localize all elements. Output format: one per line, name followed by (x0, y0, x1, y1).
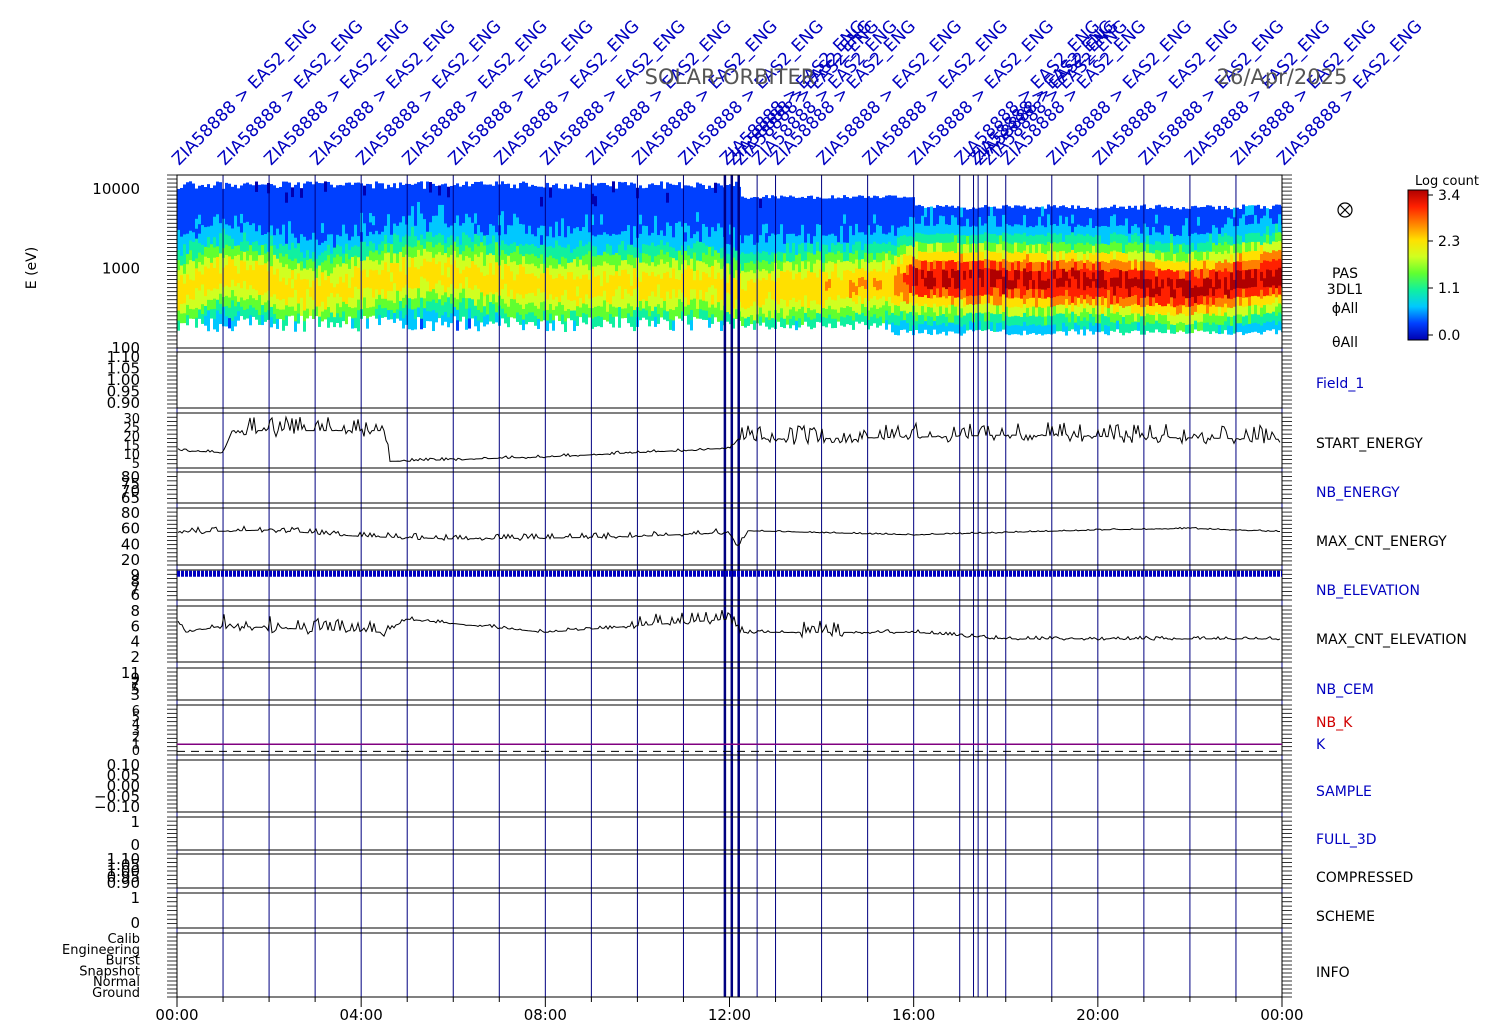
series-line (178, 526, 1280, 545)
crossed-circle-icon (1338, 203, 1352, 217)
panel-label: FULL_3D (1316, 832, 1377, 848)
panel-frame (177, 817, 1282, 850)
panel-frame (177, 854, 1282, 888)
panel-label: NB_ENERGY (1316, 485, 1400, 501)
x-tick-label: 00:00 (1260, 1006, 1303, 1020)
colorbar-tick-label: 2.3 (1438, 234, 1460, 250)
panel-label: K (1316, 737, 1326, 753)
colorbar-tick-label: 3.4 (1438, 188, 1460, 204)
panel-frame (177, 508, 1282, 565)
y-tick-label: 0 (130, 914, 140, 932)
series-line (178, 417, 1280, 461)
panel-scheme: 1 0 SCHEME (130, 889, 1375, 932)
colorbar-gradient (1408, 190, 1428, 340)
panel-label: NB_K (1316, 715, 1353, 731)
panel-frame (177, 893, 1282, 928)
panel-label: ϕAll (1332, 301, 1359, 317)
panel-info: CalibEngineeringBurstSnapshotNormalGroun… (62, 932, 1350, 1001)
panel-frame (177, 352, 1282, 408)
y-tick-label: 3 (130, 686, 140, 704)
panel-label: NB_CEM (1316, 682, 1374, 698)
y-tick-label: 10000 (92, 180, 140, 198)
y-tick-label: Ground (92, 986, 140, 1001)
x-tick-label: 08:00 (524, 1006, 567, 1020)
panel-label: PAS (1332, 266, 1358, 282)
panel-label: MAX_CNT_ENERGY (1316, 534, 1447, 550)
panel-label: θAll (1332, 335, 1358, 351)
colorbar-tick-label: 0.0 (1438, 328, 1460, 344)
x-tick-label: 00:00 (155, 1006, 198, 1020)
y-tick-label: 0.90 (107, 394, 140, 412)
series-line (178, 610, 1280, 640)
panel-frame (177, 933, 1282, 997)
panel-label: SAMPLE (1316, 784, 1372, 800)
spectrogram-heatmap (177, 181, 1284, 335)
y-tick-label: 1 (130, 813, 140, 831)
y-tick-label: 1 (130, 889, 140, 907)
panel-label: Field_1 (1316, 376, 1364, 392)
panel-frame (177, 705, 1282, 755)
panel-frame (177, 472, 1282, 503)
panel-label: SCHEME (1316, 909, 1375, 925)
panel-frame (177, 760, 1282, 812)
x-tick-label: 16:00 (892, 1006, 935, 1020)
x-tick-label: 12:00 (708, 1006, 751, 1020)
plot-date: 26/Apr/2025 (1217, 65, 1348, 89)
x-tick-label: 20:00 (1076, 1006, 1119, 1020)
panel-label: COMPRESSED (1316, 870, 1413, 886)
x-tick-label: 04:00 (340, 1006, 383, 1020)
panel-label: INFO (1316, 965, 1350, 981)
panel-label: MAX_CNT_ELEVATION (1316, 632, 1467, 648)
y-tick-label: 1000 (102, 259, 140, 277)
colorbar-tick-label: 1.1 (1438, 281, 1460, 297)
panel-label: 3DL1 (1327, 282, 1363, 298)
panel-frame (177, 413, 1282, 468)
panel-label: NB_ELEVATION (1316, 583, 1420, 599)
plot-title: SOLAR-ORBITER (645, 65, 816, 89)
colorbar-label: Log count (1415, 174, 1479, 189)
panel-frame (177, 668, 1282, 700)
panel-label: START_ENERGY (1316, 436, 1423, 452)
y-axis-label: E (eV) (24, 247, 40, 289)
